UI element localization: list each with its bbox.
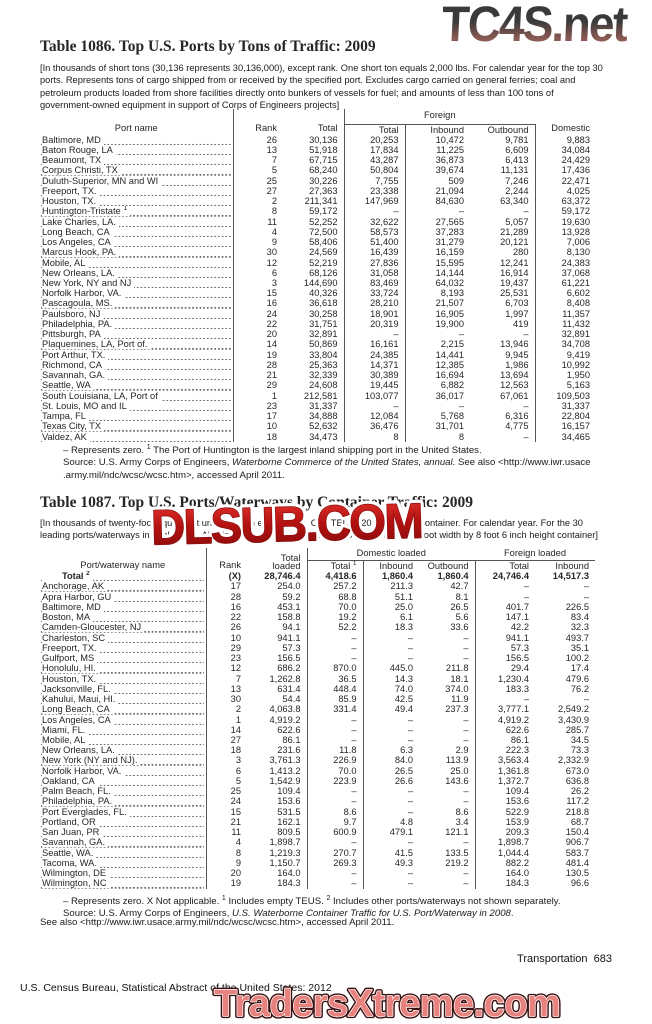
svg-text:DLSUB.COM: DLSUB.COM <box>150 493 422 555</box>
svg-text:TradersXtreme.com: TradersXtreme.com <box>214 983 560 1024</box>
